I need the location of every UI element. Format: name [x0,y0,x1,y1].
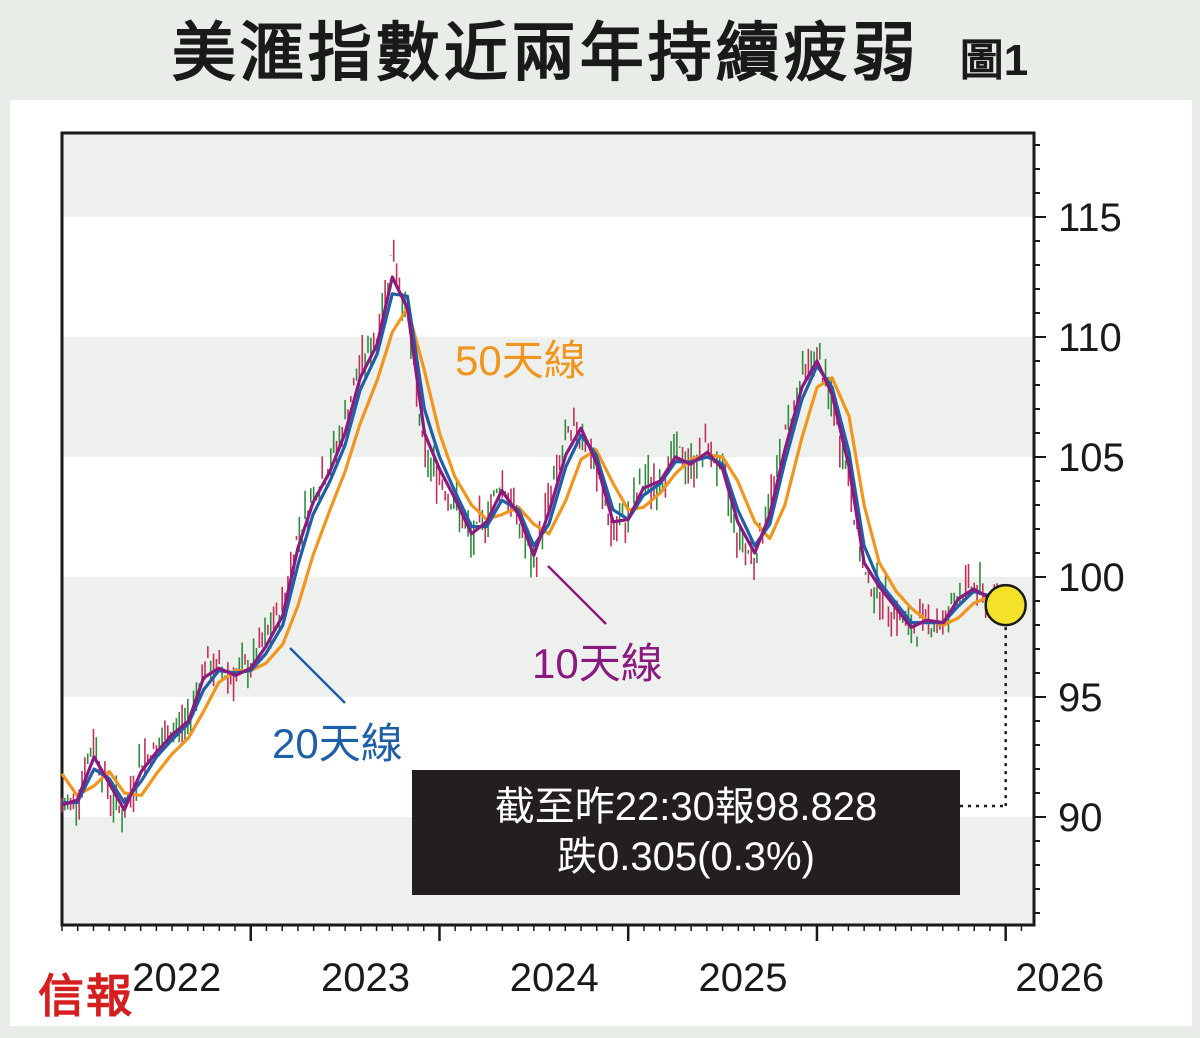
latest-quote-line1: 截至昨22:30報98.828 [494,785,878,829]
title-text: 美滙指數近兩年持續疲弱 [171,17,920,89]
ma-line-50 [60,306,1006,797]
pointer-20-day-line [289,647,346,704]
y-tick-label: 105 [1058,436,1125,480]
y-tick-label: 90 [1058,796,1103,840]
pointer-10-day-line [547,565,607,625]
y-tick-label: 110 [1058,316,1122,360]
x-axis: 2022 2023 2024 2025 2026 [61,925,1104,1000]
label-50-day-line: 50天線 [455,337,586,384]
figure-number: 圖1 [959,36,1029,85]
latest-quote-line2: 跌0.305(0.3%) [557,835,815,879]
latest-value-marker [984,583,1027,627]
y-tick-label: 100 [1058,556,1125,600]
moving-average-lines [60,275,1007,812]
label-20-day-line: 20天線 [272,720,403,767]
annotations: 50天線 10天線 20天線 [272,337,1027,808]
x-tick-label: 2024 [510,956,599,1000]
ma-line-10 [61,275,1007,812]
label-10-day-line: 10天線 [532,640,663,687]
y-tick-label: 95 [1058,676,1103,720]
ma-line-20 [62,292,1007,805]
y-tick-label: 115 [1058,196,1122,240]
publisher-logo: 信報 [38,969,134,1023]
x-tick-label: 2022 [132,956,221,1000]
x-tick-label: 2025 [698,956,787,1000]
y-axis: 90 95 100 105 110 115 [1034,144,1125,914]
gridline-band [62,133,1034,217]
chart-title: 美滙指數近兩年持續疲弱 圖1 [0,8,1200,98]
x-tick-label: 2026 [1015,956,1104,1000]
latest-quote-box: 截至昨22:30報98.828 跌0.305(0.3%) [412,770,960,895]
gridline-band [62,337,1034,457]
x-tick-label: 2023 [321,956,410,1000]
